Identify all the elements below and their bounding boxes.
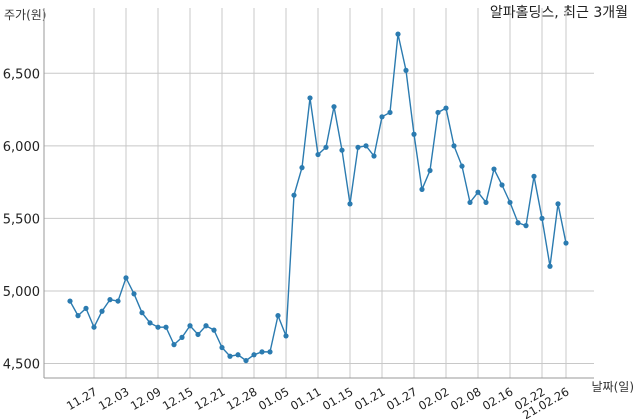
data-point: [331, 104, 337, 110]
data-point: [219, 344, 225, 351]
x-tick-label: 01.27: [384, 384, 420, 413]
y-axis-label: 주가(원): [4, 8, 47, 22]
data-point: [83, 305, 89, 311]
y-tick-label: 6,000: [3, 140, 40, 155]
x-tick-label: 12.15: [160, 384, 196, 413]
data-point: [115, 298, 121, 304]
y-tick-label: 6,500: [3, 67, 40, 82]
series: [67, 31, 569, 364]
data-point: [123, 275, 129, 281]
x-tick-label: 01.15: [320, 384, 356, 413]
chart-title: 알파홀딩스, 최근 3개월: [489, 5, 628, 21]
data-point: [555, 201, 561, 207]
x-tick-label: 12.28: [224, 384, 260, 413]
data-point: [139, 310, 145, 316]
data-point: [179, 334, 185, 340]
data-point: [411, 131, 417, 137]
data-point: [203, 323, 209, 329]
data-point: [195, 331, 201, 338]
data-point: [395, 31, 401, 37]
x-ticks: 11.2712.0312.0912.1512.2112.2801.0501.11…: [64, 384, 572, 419]
y-tick-label: 5,000: [3, 285, 40, 300]
data-point: [171, 342, 177, 348]
data-point: [363, 143, 369, 149]
x-tick-label: 01.21: [352, 384, 388, 413]
data-point: [435, 109, 441, 116]
x-tick-label: 02.08: [448, 384, 484, 413]
data-point: [75, 313, 81, 319]
x-tick-label: 01.11: [288, 384, 324, 413]
data-point: [163, 324, 169, 330]
data-point: [451, 143, 457, 149]
data-point: [211, 327, 217, 333]
data-point: [147, 320, 153, 326]
data-point: [307, 95, 313, 101]
data-point: [491, 166, 497, 172]
x-tick-label: 12.09: [128, 384, 164, 413]
data-point: [187, 323, 193, 329]
x-tick-label: 01.05: [256, 384, 292, 413]
grid: [44, 8, 594, 378]
data-point: [515, 220, 521, 226]
data-point: [531, 173, 537, 179]
data-point: [483, 199, 489, 206]
axes: [43, 8, 594, 379]
data-point: [99, 308, 105, 314]
y-ticks: 4,500 5,000 5,500 6,000 6,500: [3, 67, 40, 372]
data-point: [299, 165, 305, 171]
data-point: [347, 201, 353, 207]
data-point: [499, 182, 505, 188]
data-point: [131, 291, 137, 297]
data-point: [275, 313, 281, 319]
data-point: [475, 189, 481, 195]
data-point: [467, 199, 473, 206]
data-point: [419, 186, 425, 192]
data-point: [539, 215, 545, 221]
data-point: [251, 352, 257, 358]
data-point: [227, 353, 233, 359]
data-point: [563, 240, 569, 246]
data-point: [283, 333, 289, 339]
data-point: [107, 297, 113, 303]
data-point: [443, 105, 449, 111]
data-point: [507, 199, 513, 206]
data-point: [155, 324, 161, 330]
data-point: [323, 144, 329, 150]
data-point: [243, 357, 249, 364]
data-point: [379, 114, 385, 120]
x-tick-label: 11.27: [64, 384, 100, 413]
data-point: [259, 349, 265, 355]
y-tick-label: 5,500: [3, 212, 40, 227]
x-tick-label: 12.21: [192, 384, 228, 413]
data-point: [387, 109, 393, 116]
data-point: [339, 147, 345, 153]
data-point: [67, 298, 73, 304]
data-point: [371, 153, 377, 159]
data-point: [547, 263, 553, 269]
data-point: [315, 151, 321, 158]
data-point: [235, 352, 241, 358]
x-tick-label: 02.02: [416, 384, 452, 413]
data-point: [459, 163, 465, 169]
data-point: [91, 324, 97, 330]
data-point: [403, 67, 409, 73]
data-point: [523, 223, 529, 229]
data-point: [355, 144, 361, 150]
data-point: [291, 192, 297, 198]
x-tick-label: 12.03: [96, 384, 132, 413]
x-tick-label: 02.16: [480, 384, 516, 413]
y-tick-label: 4,500: [3, 357, 40, 372]
data-point: [427, 167, 433, 174]
x-axis-label: 날짜(일): [591, 380, 634, 394]
data-point: [267, 349, 273, 355]
